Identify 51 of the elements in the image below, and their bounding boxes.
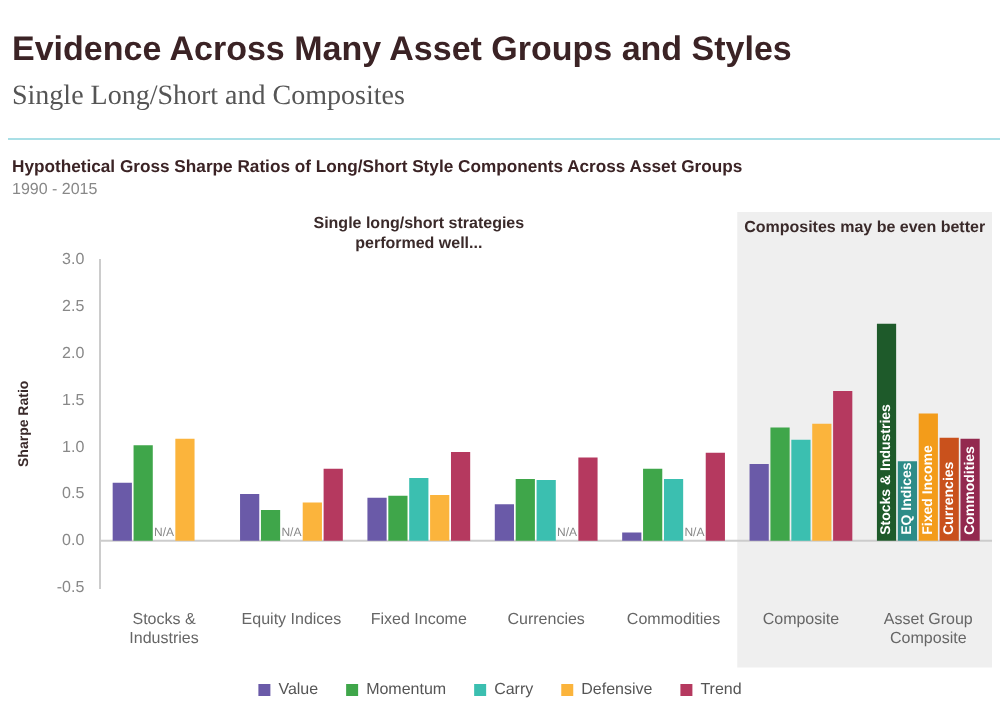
bar	[643, 468, 663, 541]
bar	[302, 502, 322, 541]
y-tick-label: 2.0	[62, 344, 86, 363]
bar	[430, 494, 450, 541]
bar	[388, 495, 408, 541]
text: Single long/short strategies performed well...	[313, 214, 526, 253]
bar	[367, 497, 387, 541]
bar	[260, 509, 281, 541]
x-tick-label: Commodities	[626, 609, 721, 628]
text: Hypothetical Gross Sharpe Ratios of Long/Short Style Components Across Asset Groups	[12, 156, 743, 176]
bar	[749, 464, 769, 541]
bar	[663, 479, 684, 541]
x-tick-label: Composite	[762, 609, 841, 628]
bar	[791, 439, 811, 541]
text: 1990 - 2015	[12, 180, 98, 198]
bar	[536, 479, 556, 541]
bar	[323, 468, 343, 541]
bar	[494, 504, 515, 541]
x-tick-label: Equity Indices	[241, 609, 342, 628]
y-tick-label: 3.0	[62, 250, 86, 269]
band-label: Composites may be even better	[744, 218, 986, 237]
bar	[133, 445, 153, 541]
x-tick-label: Currencies	[507, 609, 585, 628]
x-tick-label: Stocks & Industries	[129, 609, 199, 647]
bar	[450, 451, 471, 541]
chart-title: Evidence Across Many Asset Groups and Styles	[12, 30, 792, 70]
chart-subtitle: Single Long/Short and Composites	[12, 82, 405, 114]
y-tick-label: 1.5	[62, 390, 86, 409]
legend-label: Momentum	[366, 680, 447, 699]
bar	[175, 438, 195, 541]
bar	[770, 427, 790, 541]
bar	[705, 452, 725, 541]
x-tick-label: Asset Group Composite	[883, 609, 974, 647]
bar	[578, 457, 598, 541]
y-tick-label: 0.5	[62, 484, 86, 503]
x-tick-label: Fixed Income	[370, 609, 468, 628]
bar	[515, 479, 535, 541]
bar	[112, 482, 132, 541]
bar	[812, 423, 832, 541]
y-tick-label: 0.0	[62, 531, 86, 550]
legend-label: Carry	[494, 680, 534, 699]
bar	[622, 532, 642, 541]
legend-label: Trend	[700, 680, 742, 699]
bar	[409, 478, 429, 541]
bar	[240, 494, 260, 541]
y-tick-label: 2.5	[62, 297, 86, 316]
legend-label: Defensive	[581, 680, 654, 699]
y-tick-label: -0.5	[56, 578, 86, 597]
bar	[833, 391, 853, 541]
legend-label: Value	[278, 680, 320, 699]
y-tick-label: 1.0	[62, 437, 86, 456]
